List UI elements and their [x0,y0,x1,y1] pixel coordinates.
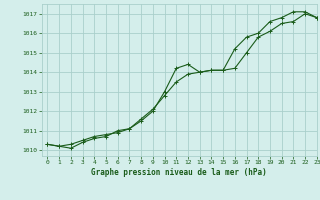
X-axis label: Graphe pression niveau de la mer (hPa): Graphe pression niveau de la mer (hPa) [91,168,267,177]
